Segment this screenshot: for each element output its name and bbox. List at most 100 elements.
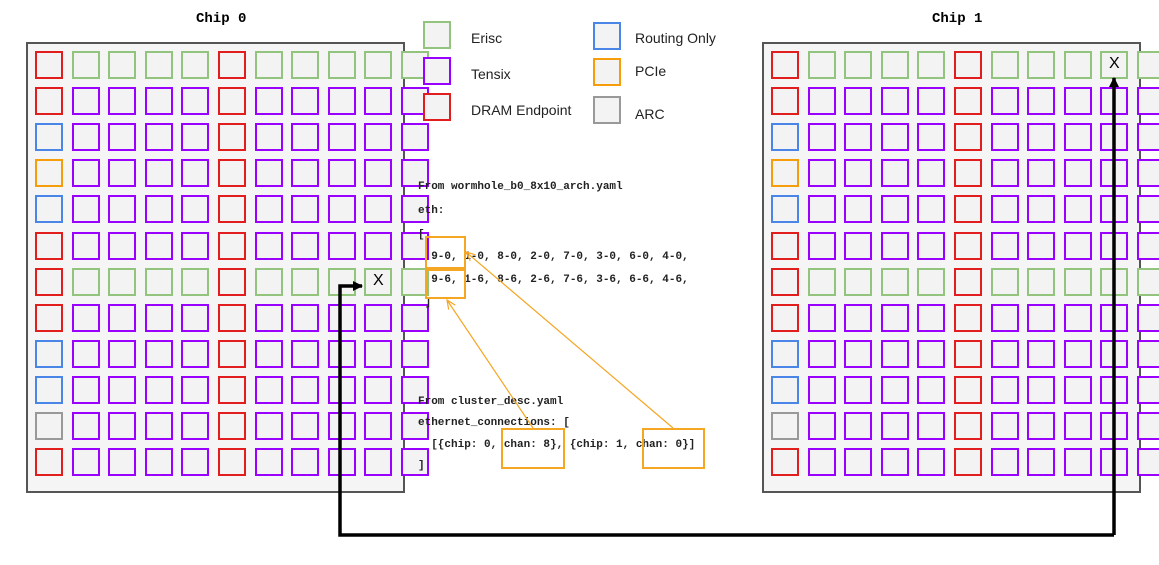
- chip-1-cell-tensix: [844, 159, 873, 188]
- chip-1-cell-arc: [771, 412, 799, 440]
- chip-1-cell-tensix: [1027, 412, 1056, 440]
- chip-1-cell-tensix: [990, 448, 1019, 477]
- chip-1-cell-erisc: X: [1100, 51, 1129, 79]
- chip-1-cell-dram: [954, 123, 982, 152]
- chip-1-cell-erisc: [1137, 51, 1159, 79]
- chip-0-cell-dram: [218, 159, 246, 188]
- chip-1-cell-erisc: [1063, 51, 1092, 79]
- chip-0-cell-erisc: X: [364, 267, 393, 296]
- chip-1-cell-tensix: [1063, 375, 1092, 404]
- legend-swatch-tensix: [423, 57, 451, 85]
- chip-0-cell-dram: [218, 123, 246, 152]
- chip-1-cell-tensix: [807, 339, 836, 368]
- chip-0-cell-tensix: [71, 412, 100, 440]
- chip-0-cell-tensix: [364, 87, 393, 116]
- chip-1-cell-tensix: [880, 448, 909, 477]
- chip-1-cell-tensix: [1137, 375, 1159, 404]
- chip-1-cell-dram: [954, 195, 982, 224]
- chip-1-cell-erisc: [880, 267, 909, 296]
- chip-1-cell-tensix: [807, 231, 836, 260]
- chip-0-cell-tensix: [71, 123, 100, 152]
- chip-1-cell-tensix: [917, 303, 946, 332]
- chip-1-cell-tensix: [844, 123, 873, 152]
- arch-yaml-open: [: [418, 229, 425, 241]
- chip-0-cell-tensix: [254, 339, 283, 368]
- chip-0-cell-tensix: [108, 339, 137, 368]
- chip-1-cell-tensix: [1063, 448, 1092, 477]
- chip-0-cell-tensix: [327, 231, 356, 260]
- chip-0-cell-tensix: [401, 195, 429, 224]
- chip-0-cell-tensix: [327, 339, 356, 368]
- chip-1-cell-dram: [954, 448, 982, 477]
- chip-1-cell-tensix: [880, 412, 909, 440]
- chip-1-cell-tensix: [990, 123, 1019, 152]
- chip-1-cell-tensix: [844, 375, 873, 404]
- chip-0-cell-tensix: [181, 448, 210, 477]
- legend-label-pcie: PCIe: [635, 63, 667, 79]
- chip-1-cell-tensix: [1137, 412, 1159, 440]
- chip-1-cell-routing: [771, 339, 799, 368]
- chip-1-cell-tensix: [917, 195, 946, 224]
- legend-swatch-routing: [593, 22, 621, 50]
- chip-1-cell-erisc: [844, 51, 873, 79]
- chip-0-cell-tensix: [144, 195, 173, 224]
- cluster-yaml-line: [{chip: 0, chan: 8}, {chip: 1, chan: 0}]: [418, 439, 696, 451]
- chip-0-cell-dram: [218, 51, 246, 79]
- chip-0-cell-tensix: [144, 448, 173, 477]
- chip-1-cell-tensix: [807, 375, 836, 404]
- chip-1-cell-erisc: [844, 267, 873, 296]
- chip-1-cell-tensix: [1027, 231, 1056, 260]
- chip-0-cell-tensix: [401, 231, 429, 260]
- chip-0-cell-erisc: [291, 267, 320, 296]
- arrow-chan0-to-9-0: [466, 252, 674, 429]
- chip-1-cell-tensix: [844, 87, 873, 116]
- chip-0-cell-tensix: [364, 303, 393, 332]
- chip-1-cell-tensix: [1027, 195, 1056, 224]
- chip-0-cell-tensix: [108, 412, 137, 440]
- chip-0-cell-tensix: [364, 339, 393, 368]
- chip-1-cell-tensix: [1063, 123, 1092, 152]
- arch-yaml-close: ]: [418, 297, 432, 309]
- chip-0-cell-tensix: [144, 87, 173, 116]
- chip-1-cell-tensix: [880, 87, 909, 116]
- chip-0-cell-dram: [218, 267, 246, 296]
- chip-0-cell-erisc: [71, 51, 100, 79]
- chip-0-cell-tensix: [181, 195, 210, 224]
- chip-1-cell-dram: [771, 231, 799, 260]
- arch-yaml-line-2: 9-6, 1-6, 8-6, 2-6, 7-6, 3-6, 6-6, 4-6,: [418, 274, 689, 286]
- chip-1-cell-tensix: [880, 159, 909, 188]
- chip-1-cell-tensix: [1063, 339, 1092, 368]
- chip-0-cell-tensix: [254, 123, 283, 152]
- chip-0-cell-dram: [35, 87, 63, 116]
- chip-0-cell-tensix: [144, 303, 173, 332]
- chip-0-cell-tensix: [291, 412, 320, 440]
- chip-1-cell-dram: [954, 159, 982, 188]
- chip-0-cell-erisc: [144, 51, 173, 79]
- chip-1-cell-erisc: [807, 267, 836, 296]
- chip-1-cell-routing: [771, 123, 799, 152]
- chip-0-cell-erisc: [181, 51, 210, 79]
- chip-1-cell-tensix: [807, 303, 836, 332]
- chip-0-cell-tensix: [108, 303, 137, 332]
- chip-0-cell-tensix: [144, 412, 173, 440]
- highlight-chan-0: [642, 428, 705, 469]
- chip-1-cell-tensix: [880, 303, 909, 332]
- chip-0-cell-tensix: [291, 159, 320, 188]
- chip-0-cell-tensix: [291, 339, 320, 368]
- chip-0-cell-routing: [35, 195, 63, 224]
- chip-1-cell-tensix: [917, 375, 946, 404]
- chip-0-cell-tensix: [291, 231, 320, 260]
- chip-0-cell-tensix: [181, 339, 210, 368]
- chip-0-cell-erisc: [108, 267, 137, 296]
- chip-1-cell-erisc: [1027, 51, 1056, 79]
- chip-0-cell-tensix: [181, 159, 210, 188]
- chip-1-cell-tensix: [1063, 231, 1092, 260]
- chip-0-cell-tensix: [364, 195, 393, 224]
- chip-0-cell-tensix: [364, 412, 393, 440]
- chip-1-cell-tensix: [1137, 87, 1159, 116]
- chip-1-cell-tensix: [1137, 339, 1159, 368]
- chip-1-cell-tensix: [807, 159, 836, 188]
- chip-0-cell-tensix: [71, 339, 100, 368]
- legend-swatch-arc: [593, 96, 621, 124]
- chip-1-cell-erisc: [1137, 267, 1159, 296]
